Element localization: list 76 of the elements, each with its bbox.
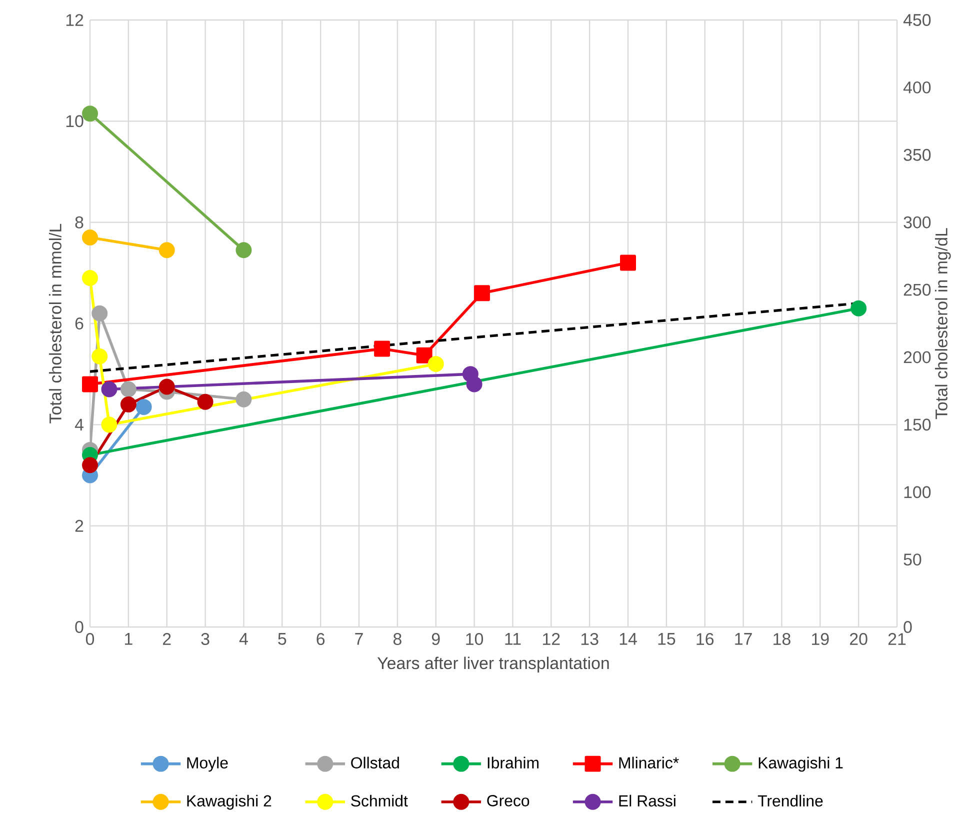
- y-tick-label: 6: [75, 318, 84, 330]
- point: [197, 394, 214, 410]
- point: [82, 106, 98, 122]
- y2-tick-label: 150: [904, 418, 931, 431]
- point: [82, 270, 98, 286]
- y-tick-label: 2: [75, 520, 84, 532]
- y2-tick-label: 300: [904, 216, 931, 228]
- point: [620, 254, 636, 271]
- y2-tick-label: 250: [904, 284, 931, 296]
- point: [82, 376, 98, 392]
- y-axis-title: Total cholesterol in mmol/L: [48, 224, 62, 424]
- x-axis-title: Years after liver transplantation: [377, 656, 609, 672]
- x-tick-label: 6: [316, 633, 325, 646]
- point: [428, 356, 444, 372]
- legend-label: Greco: [487, 795, 530, 806]
- point: [120, 396, 136, 412]
- x-tick-label: 20: [850, 633, 868, 646]
- x-tick-label: 16: [696, 633, 714, 646]
- point: [236, 242, 252, 258]
- y-tick-label: 4: [74, 418, 84, 430]
- y2-tick-label: 100: [904, 486, 931, 498]
- point: [120, 381, 136, 398]
- x-tick-label: 3: [201, 633, 210, 646]
- legend-label: Trendline: [758, 794, 823, 807]
- legend-label: Moyle: [187, 756, 228, 772]
- legend-label: Mlinaric*: [619, 756, 679, 768]
- x-tick-label: 12: [543, 633, 560, 645]
- x-tick-label: 5: [278, 633, 286, 645]
- point: [466, 376, 482, 392]
- y-tick-label: 0: [75, 621, 84, 633]
- point: [92, 305, 108, 322]
- point: [82, 457, 98, 474]
- y2-axis-title: Total cholesterol in mg/dL: [934, 228, 951, 420]
- point: [158, 242, 175, 258]
- legend-label: El Rassi: [619, 794, 676, 807]
- x-tick-label: 2: [162, 633, 171, 645]
- y2-tick-label: 0: [904, 621, 912, 633]
- x-tick-label: 8: [393, 633, 402, 646]
- x-tick-label: 21: [888, 633, 906, 645]
- y2-tick-label: 200: [904, 351, 931, 364]
- legend-label: Ibrahim: [488, 756, 538, 768]
- point: [416, 347, 432, 364]
- legend-label: Kawagishi 1: [758, 756, 843, 772]
- point: [92, 348, 108, 364]
- y2-tick-label: 400: [903, 81, 931, 94]
- x-tick-label: 10: [466, 633, 484, 646]
- x-tick-label: 17: [735, 633, 752, 645]
- x-tick-label: 4: [239, 633, 248, 645]
- x-tick-label: 18: [774, 633, 790, 646]
- point: [474, 285, 490, 302]
- point: [82, 230, 98, 246]
- point: [158, 378, 175, 395]
- x-tick-label: 19: [812, 633, 829, 646]
- legend-label: Ollstad: [351, 756, 399, 768]
- x-tick-label: 9: [432, 633, 440, 646]
- point: [101, 381, 118, 398]
- y2-tick-label: 350: [904, 148, 931, 161]
- x-tick-label: 11: [505, 633, 521, 645]
- x-tick-label: 0: [86, 633, 94, 646]
- x-tick-label: 13: [581, 633, 598, 646]
- y2-tick-label: 450: [903, 14, 931, 26]
- x-tick-label: 7: [355, 633, 363, 645]
- x-tick-label: 15: [658, 633, 676, 645]
- point: [236, 391, 252, 408]
- point: [850, 300, 867, 316]
- point: [136, 398, 152, 415]
- point: [374, 340, 390, 357]
- legend-label: Schmidt: [351, 794, 408, 807]
- y-tick-label: 12: [66, 14, 84, 26]
- y-tick-label: 8: [75, 216, 84, 228]
- legend-label: Kawagishi 2: [187, 794, 272, 810]
- point: [101, 416, 118, 433]
- y-tick-label: 10: [66, 115, 84, 128]
- y2-tick-label: 50: [904, 554, 922, 566]
- x-tick-label: 14: [620, 633, 637, 645]
- x-tick-label: 1: [125, 633, 132, 645]
